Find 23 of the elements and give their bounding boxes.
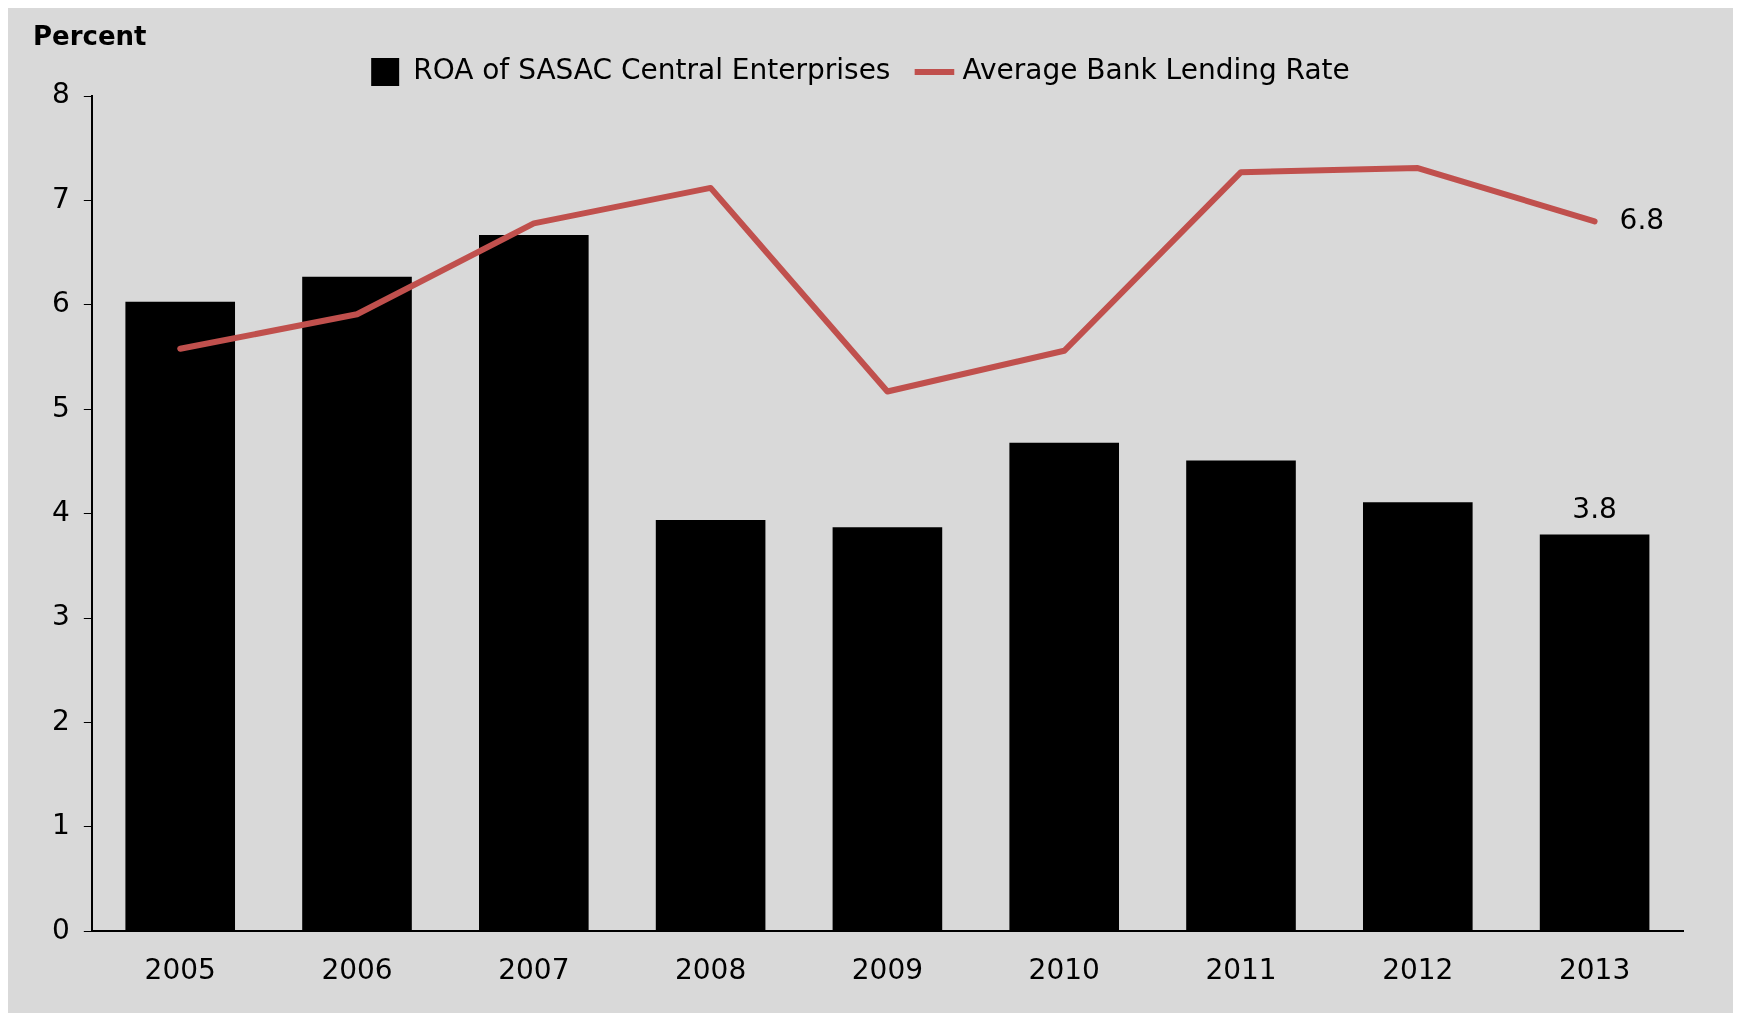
x-tick-label: 2009 — [851, 953, 924, 987]
y-tick-label: 8 — [51, 77, 70, 111]
y-tick-label: 5 — [51, 390, 70, 424]
x-tick-label: 2011 — [1205, 953, 1277, 987]
y-tick-label: 3 — [51, 599, 70, 633]
x-tick-label: 2010 — [1028, 953, 1100, 987]
y-tick-label: 7 — [51, 181, 70, 215]
y-tick-label: 2 — [51, 703, 70, 737]
data-label: 6.8 — [1619, 202, 1665, 236]
x-tick-label: 2013 — [1558, 953, 1631, 987]
x-tick-label: 2008 — [674, 953, 747, 987]
x-tick-label: 2006 — [321, 953, 393, 987]
y-tick-label: 4 — [51, 494, 70, 528]
y-tick-label: 6 — [51, 286, 70, 320]
legend-label: Average Bank Lending Rate — [962, 53, 1350, 87]
y-tick-label: 1 — [51, 808, 70, 842]
legend-label: ROA of SASAC Central Enterprises — [413, 53, 891, 87]
y-tick-label: 0 — [51, 912, 70, 946]
x-tick-label: 2005 — [144, 953, 216, 987]
x-tick-label: 2007 — [498, 953, 570, 987]
x-tick-label: 2012 — [1382, 953, 1454, 987]
data-label: 3.8 — [1572, 491, 1617, 525]
y-axis-title: Percent — [33, 20, 147, 51]
